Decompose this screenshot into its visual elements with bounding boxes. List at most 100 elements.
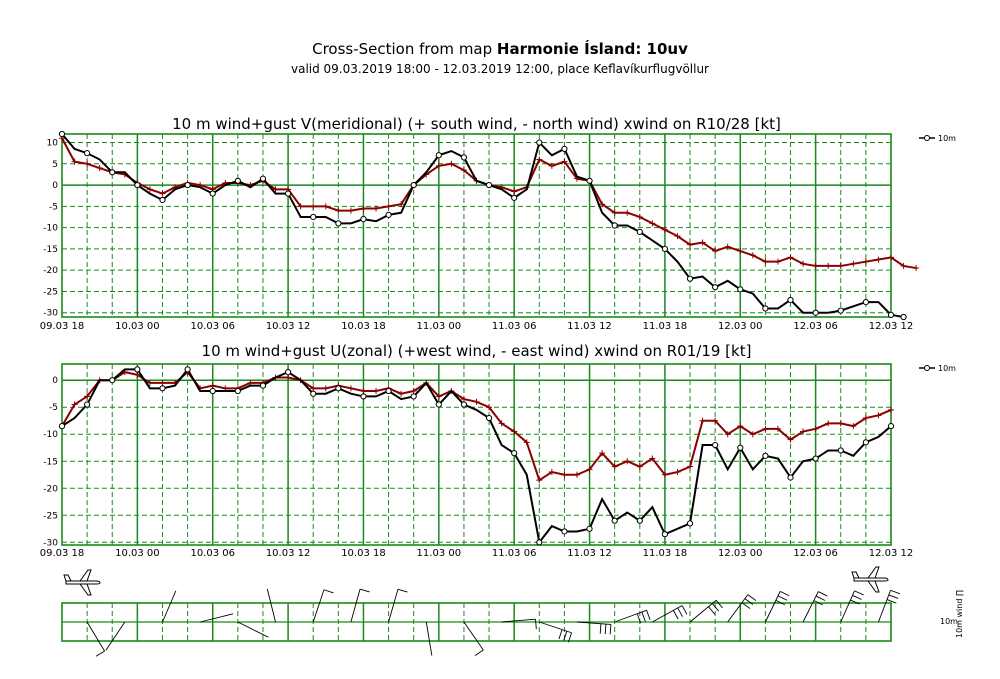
gust-point [511,428,518,435]
wind-point [485,181,493,189]
gust-point [159,379,166,386]
wind-barb [539,621,572,634]
wind-point [511,194,518,201]
gust-point [649,220,656,227]
airplane-body [853,577,889,582]
x-tick-label: 10.03 12 [266,321,311,332]
wind-point [159,196,166,204]
wind-point [184,181,191,189]
wind-barb-feather [604,624,607,635]
gust-point [435,162,442,169]
wind-point [109,169,116,176]
gust-point [586,466,593,473]
gust-point [460,167,467,174]
gust-point [373,388,380,395]
gust-point [674,469,681,476]
x-tick-label: 11.03 00 [417,321,462,332]
wind-point [259,382,267,389]
gust-point [385,203,392,210]
gust-point [410,388,417,395]
wind-barb-feather [747,594,757,601]
wind-point [686,520,694,527]
x-tick-label: 11.03 00 [417,548,462,559]
wind-barb [162,590,177,623]
gust-point [850,260,857,267]
y-tick-label: 0 [52,376,58,386]
gust-point [837,420,844,427]
gust-point [548,469,555,476]
wind-barb [689,599,717,623]
wind-point [611,222,618,229]
wind-barb [105,621,126,651]
gust-point [624,209,631,216]
gust-point [435,393,442,400]
gust-point [888,254,894,261]
gust-point [297,203,304,210]
wind-barb-feather [777,595,788,601]
airplane-wing-top [79,569,92,582]
gust-point [862,258,869,265]
wind-point [435,401,442,408]
gust-point [712,248,719,255]
gust-point [661,226,668,233]
panel-title: 10 m wind+gust U(zonal) (+west wind, - e… [202,342,752,360]
wind-point [410,393,417,400]
wind-point [511,450,518,457]
x-tick-label: 10.03 18 [341,321,386,332]
wind-barb-feather [636,613,642,624]
wind-point [686,275,694,282]
airplane-wing-bottom [79,583,92,596]
gust-point [285,374,292,381]
y-tick-label: -30 [43,309,58,319]
gust-point [347,385,354,392]
wind-point [611,517,618,524]
x-tick-label: 11.03 06 [492,321,537,332]
wind-barb-feather [535,619,537,630]
gust-point [209,382,216,389]
gust-point [800,260,807,267]
gust-point [448,160,455,167]
x-tick-label: 12.03 06 [793,321,838,332]
page-subtitle: valid 09.03.2019 18:00 - 12.03.2019 12:0… [290,62,709,76]
wind-point [586,177,593,184]
gust-point [146,379,153,386]
x-tick-label: 10.03 00 [115,548,160,559]
gust-point [159,190,166,197]
x-tick-label: 12.03 06 [793,548,838,559]
wind-barb-feather [323,589,334,594]
y-tick-label: -10 [43,430,58,440]
gust-point [687,241,694,248]
gust-point [812,425,819,432]
gust-point [787,436,794,443]
gust-point [888,406,894,413]
gust-point [649,455,656,462]
gust-point [712,417,719,424]
meridional-panel: 10 5 0 -5 -10 -15 -20 -25 -30 10 m wind+gust V(me… [40,115,956,332]
wind-barb-feather [563,631,568,641]
wind-barb-feather [474,649,484,657]
gust-point [762,258,769,265]
wind-barb [652,605,683,623]
wind-point [812,455,819,462]
y-tick-label: -15 [43,245,58,255]
gust-point [850,423,857,430]
wind-barb [266,588,276,623]
wind-point [335,220,342,227]
wind-point [435,152,442,159]
y-tick-label: -25 [43,287,58,297]
gust-point [636,213,643,220]
gust-point [837,262,844,269]
gust-point [146,186,153,193]
x-tick-label: 11.03 18 [643,321,688,332]
wind-barb [878,590,891,623]
gust-point [398,390,405,397]
wind-barb-feather [852,595,862,600]
x-tick-label: 11.03 18 [643,548,688,559]
gust-point [322,385,329,392]
wind-barb-feather [715,599,723,609]
gust-point [687,463,694,470]
gust-point [473,398,480,405]
wind-point [887,423,895,430]
wind-point [712,284,719,291]
wind-point [712,441,719,449]
